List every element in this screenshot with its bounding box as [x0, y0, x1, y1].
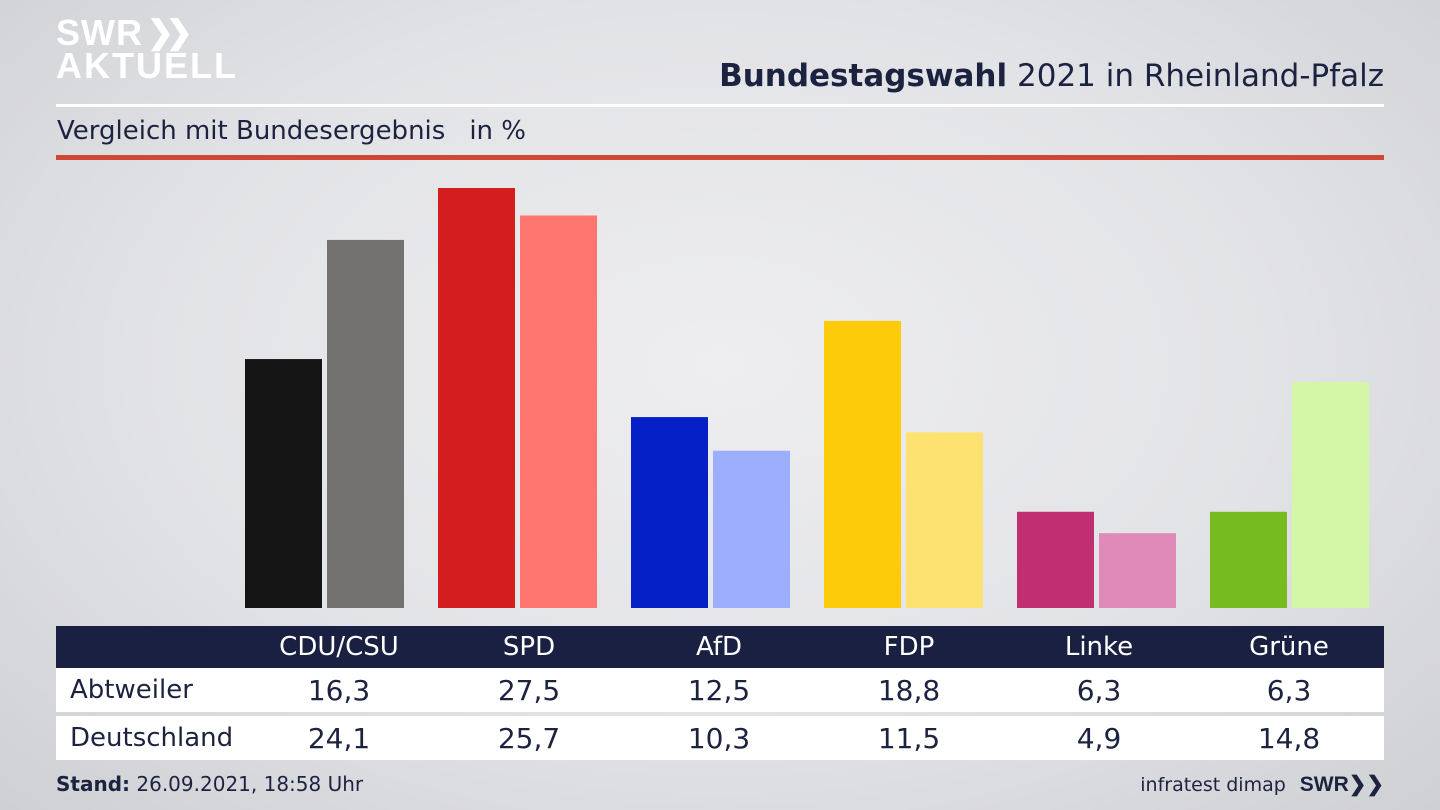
bar-linke-deutschland [1099, 533, 1176, 608]
bar-afd-deutschland [713, 450, 790, 608]
bar-fdp-deutschland [906, 432, 983, 608]
page-title: Bundestagswahl 2021 in Rheinland-Pfalz [719, 58, 1384, 94]
stand-value: 26.09.2021, 18:58 Uhr [136, 772, 364, 796]
bar-grüne-deutschland [1292, 381, 1369, 608]
double-chevron-icon: ❯❯ [1348, 773, 1384, 796]
title-bold: Bundestagswahl [719, 58, 1008, 94]
subtitle-unit: in % [469, 116, 526, 146]
party-header: CDU/CSU [244, 626, 434, 668]
value-cell: 12,5 [624, 668, 814, 712]
bar-cdu-csu-deutschland [327, 239, 404, 608]
footer-logo-text: SWR [1299, 773, 1349, 796]
timestamp: Stand: 26.09.2021, 18:58 Uhr [56, 772, 363, 796]
party-header: AfD [624, 626, 814, 668]
subtitle-divider [56, 155, 1384, 160]
value-cell: 16,3 [244, 668, 434, 712]
table-header-row: CDU/CSU SPD AfD FDP Linke Grüne [56, 626, 1384, 668]
source-text: infratest dimap [1140, 773, 1286, 796]
row-label: Deutschland [56, 716, 244, 760]
title-divider [56, 104, 1384, 107]
value-cell: 27,5 [434, 668, 624, 712]
value-cell: 25,7 [434, 716, 624, 760]
bar-afd-abtweiler [631, 417, 708, 608]
results-table: CDU/CSU SPD AfD FDP Linke Grüne Abtweile… [56, 626, 1384, 760]
value-cell: 6,3 [1004, 668, 1194, 712]
logo-aktuell-text: AKTUELL [56, 45, 238, 86]
table-row: Deutschland 24,1 25,7 10,3 11,5 4,9 14,8 [56, 716, 1384, 760]
stand-label: Stand: [56, 772, 131, 796]
value-cell: 14,8 [1194, 716, 1384, 760]
logo-swr-text: SWR [56, 12, 143, 53]
party-header: FDP [814, 626, 1004, 668]
bar-spd-abtweiler [438, 188, 515, 608]
table-row: Abtweiler 16,3 27,5 12,5 18,8 6,3 6,3 [56, 668, 1384, 712]
source-credit: infratest dimap SWR❯❯ [1140, 772, 1384, 797]
bar-chart [245, 188, 1369, 608]
party-header: SPD [434, 626, 624, 668]
footer-swr-logo: SWR❯❯ [1300, 772, 1384, 797]
title-rest: 2021 in Rheinland-Pfalz [1017, 58, 1384, 94]
party-header: Grüne [1194, 626, 1384, 668]
bar-grüne-abtweiler [1210, 511, 1287, 608]
value-cell: 24,1 [244, 716, 434, 760]
value-cell: 6,3 [1194, 668, 1384, 712]
value-cell: 4,9 [1004, 716, 1194, 760]
bar-linke-abtweiler [1017, 511, 1094, 608]
subtitle-text: Vergleich mit Bundesergebnis [57, 116, 446, 146]
value-cell: 18,8 [814, 668, 1004, 712]
chart-subtitle: Vergleich mit Bundesergebnis in % [57, 116, 526, 146]
bar-spd-deutschland [520, 215, 597, 608]
bar-cdu-csu-abtweiler [245, 359, 322, 608]
header-empty-cell [56, 626, 244, 668]
bar-fdp-abtweiler [824, 320, 901, 608]
swr-aktuell-logo: SWR ❯❯ AKTUELL [56, 12, 238, 86]
value-cell: 11,5 [814, 716, 1004, 760]
party-header: Linke [1004, 626, 1194, 668]
row-label: Abtweiler [56, 668, 244, 712]
value-cell: 10,3 [624, 716, 814, 760]
